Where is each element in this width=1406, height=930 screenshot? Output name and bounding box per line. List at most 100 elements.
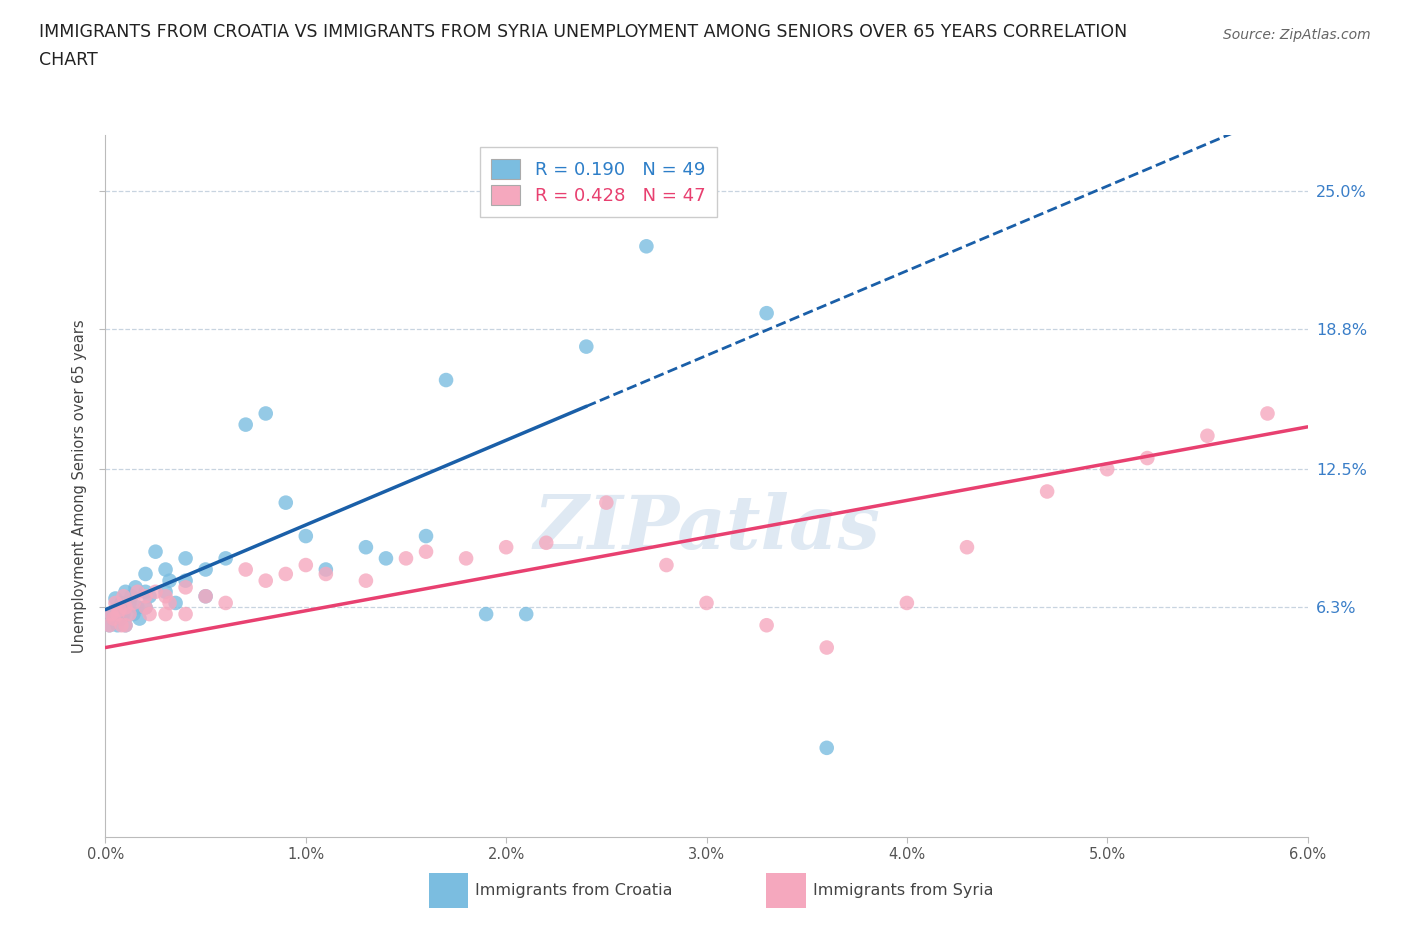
Point [114,618,136,632]
Text: ZIPatlas: ZIPatlas [533,492,880,565]
Point [194,589,217,604]
Point [434,373,457,388]
Point [110,595,132,610]
Point [145,584,167,599]
Point [636,239,658,254]
Point [274,495,297,510]
Y-axis label: Unemployment Among Seniors over 65 years: Unemployment Among Seniors over 65 years [72,319,87,653]
Point [108,606,131,621]
Point [138,606,160,621]
Point [254,573,277,588]
Point [155,562,177,577]
Point [395,551,418,565]
Point [515,606,537,621]
Point [165,595,187,610]
Point [575,339,598,354]
Point [274,566,297,581]
Text: CHART: CHART [39,51,98,69]
Point [100,606,122,621]
Point [108,603,131,618]
Point [104,595,127,610]
Point [104,603,127,618]
Point [155,584,177,599]
Point [194,589,217,604]
Point [159,573,181,588]
Point [135,589,157,604]
Point [696,595,718,610]
Point [214,551,236,565]
Point [956,539,979,554]
Point [174,573,197,588]
Point [118,595,141,610]
Text: IMMIGRANTS FROM CROATIA VS IMMIGRANTS FROM SYRIA UNEMPLOYMENT AMONG SENIORS OVER: IMMIGRANTS FROM CROATIA VS IMMIGRANTS FR… [39,23,1128,41]
Point [135,584,157,599]
Point [374,551,398,565]
Point [159,595,181,610]
Point [194,562,217,577]
Point [122,595,145,610]
Point [100,606,122,621]
Point [103,611,125,626]
Point [295,528,318,543]
Point [124,580,146,595]
Point [145,544,167,559]
Point [454,551,477,565]
Point [121,589,143,604]
Legend: R = 0.190   N = 49, R = 0.428   N = 47: R = 0.190 N = 49, R = 0.428 N = 47 [479,147,717,217]
Point [1257,406,1279,421]
Point [155,606,177,621]
Point [112,589,135,604]
Point [1197,429,1219,444]
Point [495,539,517,554]
Point [114,600,136,615]
Point [135,566,157,581]
Point [755,618,778,632]
Point [107,606,129,621]
Point [254,406,277,421]
Point [107,618,129,632]
Point [235,562,257,577]
Point [127,584,149,599]
Point [1097,462,1119,477]
Point [295,558,318,573]
FancyBboxPatch shape [429,873,468,908]
Point [110,611,132,626]
Point [755,306,778,321]
Point [815,640,838,655]
Point [1036,484,1059,498]
Point [98,618,121,632]
Point [114,600,136,615]
Point [128,611,150,626]
Point [122,606,145,621]
Point [112,606,135,621]
Point [655,558,678,573]
Point [534,536,557,551]
Text: Immigrants from Syria: Immigrants from Syria [813,883,993,898]
Point [127,600,149,615]
Point [114,618,136,632]
FancyBboxPatch shape [766,873,806,908]
Point [415,528,437,543]
Point [696,183,718,198]
Point [354,539,377,554]
Point [214,595,236,610]
Point [315,562,337,577]
Point [104,591,127,606]
Point [98,618,121,632]
Point [315,566,337,581]
Text: Immigrants from Croatia: Immigrants from Croatia [475,883,672,898]
Text: Source: ZipAtlas.com: Source: ZipAtlas.com [1223,28,1371,42]
Point [174,551,197,565]
Point [354,573,377,588]
Point [235,418,257,432]
Point [896,595,918,610]
Point [103,611,125,626]
Point [135,600,157,615]
Point [138,589,160,604]
Point [475,606,498,621]
Point [595,495,617,510]
Point [815,740,838,755]
Point [174,606,197,621]
Point [110,618,132,632]
Point [114,584,136,599]
